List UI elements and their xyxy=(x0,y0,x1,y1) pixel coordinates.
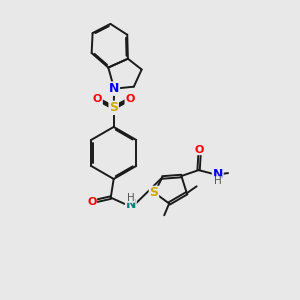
Text: H: H xyxy=(214,176,222,186)
Text: O: O xyxy=(93,94,102,104)
Text: N: N xyxy=(126,198,136,211)
Text: H: H xyxy=(127,193,135,202)
Text: O: O xyxy=(87,196,97,206)
Text: N: N xyxy=(109,82,119,95)
Text: O: O xyxy=(195,145,204,154)
Text: S: S xyxy=(149,187,158,200)
Text: N: N xyxy=(212,167,223,181)
Text: S: S xyxy=(109,101,118,114)
Text: O: O xyxy=(125,94,135,104)
